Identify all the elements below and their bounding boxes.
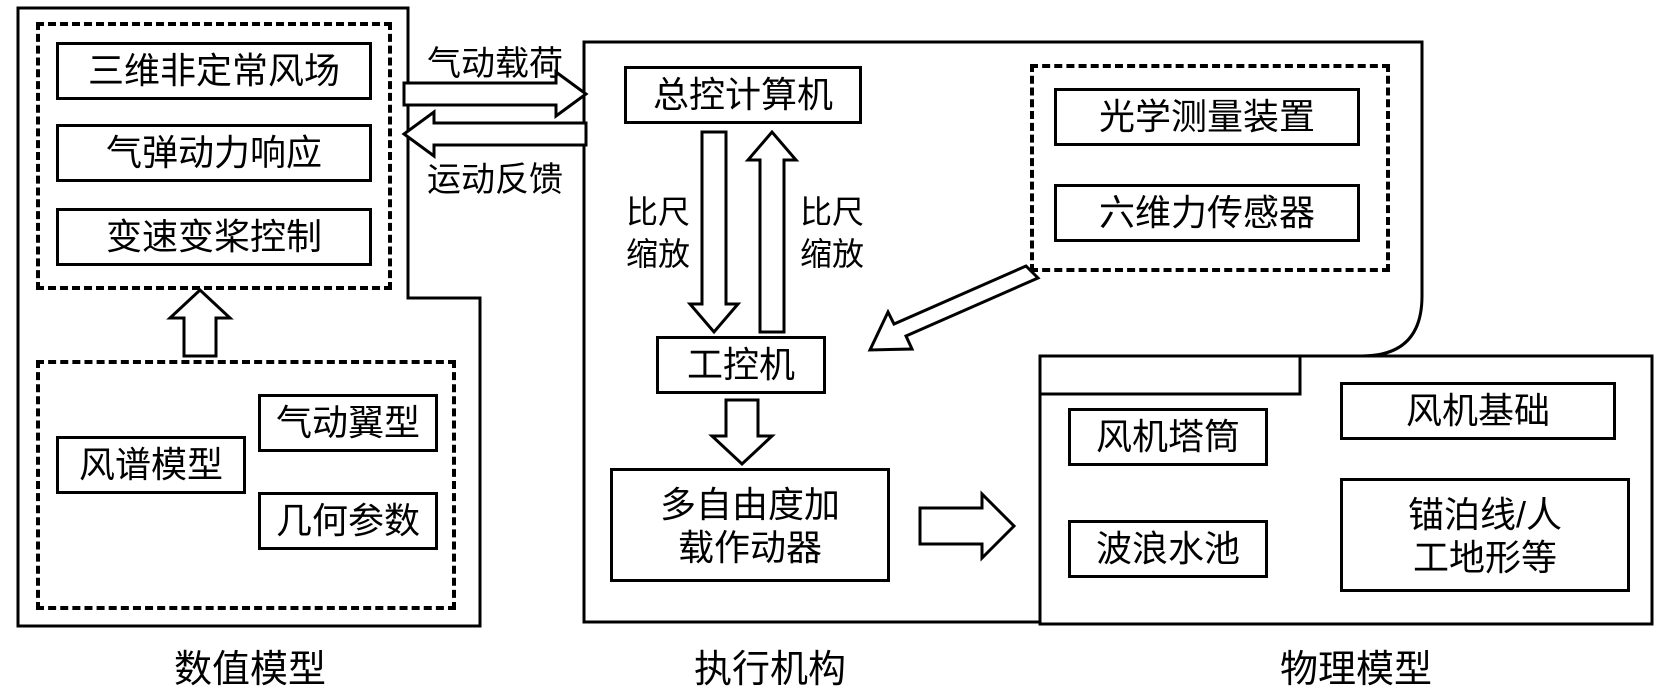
box-aeroelastic: 气弹动力响应: [56, 124, 372, 182]
box-geometry: 几何参数: [258, 492, 438, 550]
label-scale-left-l2: 缩放: [626, 236, 690, 272]
label-scale-right-l1: 比尺: [800, 194, 864, 230]
box-foundation: 风机基础: [1340, 382, 1616, 440]
box-mooring-l1: 锚泊线/人: [1408, 494, 1562, 535]
arrow-motion-feedback: [404, 112, 586, 156]
arrow-numeric-up: [170, 290, 230, 356]
arrow-exec-down2: [712, 400, 772, 464]
box-actuator-l1: 多自由度加: [660, 484, 840, 525]
box-3d-windfield: 三维非定常风场: [56, 42, 372, 100]
box-6dof-sensor: 六维力传感器: [1054, 184, 1360, 242]
label-scale-right: 比尺 缩放: [792, 192, 872, 275]
box-mooring-l2: 工地形等: [1413, 537, 1557, 578]
arrow-measure-feedback: [870, 266, 1038, 350]
section-physical-model: 物理模型: [1256, 638, 1456, 693]
box-actuator: 多自由度加 载作动器: [610, 468, 890, 582]
label-scale-left-l1: 比尺: [626, 194, 690, 230]
box-tower: 风机塔筒: [1068, 408, 1268, 466]
label-scale-right-l2: 缩放: [800, 236, 864, 272]
box-pitch-control: 变速变桨控制: [56, 208, 372, 266]
box-optical-measure: 光学测量装置: [1054, 88, 1360, 146]
box-mooring: 锚泊线/人 工地形等: [1340, 478, 1630, 592]
box-ipc: 工控机: [656, 336, 826, 394]
box-wind-spectrum: 风谱模型: [56, 436, 246, 494]
box-airfoil: 气动翼型: [258, 394, 438, 452]
arrow-exec-to-physical: [920, 494, 1014, 558]
box-actuator-l2: 载作动器: [678, 527, 822, 568]
box-main-computer: 总控计算机: [624, 66, 862, 124]
section-numeric-model: 数值模型: [150, 638, 350, 693]
label-aero-load: 气动载荷: [410, 36, 580, 85]
label-scale-left: 比尺 缩放: [618, 192, 698, 275]
label-motion-feedback: 运动反馈: [410, 152, 580, 201]
section-exec-mechanism: 执行机构: [670, 638, 870, 693]
arrow-exec-up1: [748, 132, 796, 332]
box-wave-pool: 波浪水池: [1068, 520, 1268, 578]
